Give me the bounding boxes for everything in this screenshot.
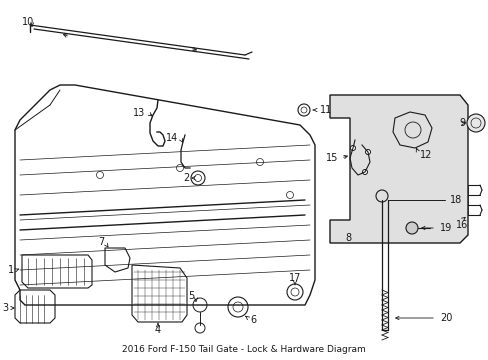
Text: 10: 10 — [22, 17, 34, 27]
Text: 14: 14 — [165, 133, 178, 143]
Text: 1: 1 — [8, 265, 14, 275]
Circle shape — [365, 149, 370, 154]
Circle shape — [405, 222, 417, 234]
Text: 2016 Ford F-150 Tail Gate - Lock & Hardware Diagram: 2016 Ford F-150 Tail Gate - Lock & Hardw… — [122, 346, 365, 355]
Polygon shape — [329, 95, 467, 243]
Text: 6: 6 — [249, 315, 256, 325]
Text: 9: 9 — [458, 118, 464, 128]
Text: 19: 19 — [439, 223, 451, 233]
Text: 8: 8 — [345, 233, 350, 243]
Text: 17: 17 — [288, 273, 301, 283]
Text: 13: 13 — [132, 108, 145, 118]
Text: 11: 11 — [319, 105, 331, 115]
Text: 2: 2 — [183, 173, 190, 183]
Text: 12: 12 — [419, 150, 431, 160]
Text: 5: 5 — [187, 291, 194, 301]
Circle shape — [466, 114, 484, 132]
Text: 7: 7 — [98, 237, 104, 247]
Text: 3: 3 — [2, 303, 8, 313]
Text: 15: 15 — [325, 153, 337, 163]
Text: 16: 16 — [455, 220, 467, 230]
Circle shape — [350, 145, 355, 150]
Circle shape — [362, 170, 367, 175]
Text: 4: 4 — [155, 325, 161, 335]
Text: 18: 18 — [449, 195, 461, 205]
Text: 20: 20 — [439, 313, 451, 323]
